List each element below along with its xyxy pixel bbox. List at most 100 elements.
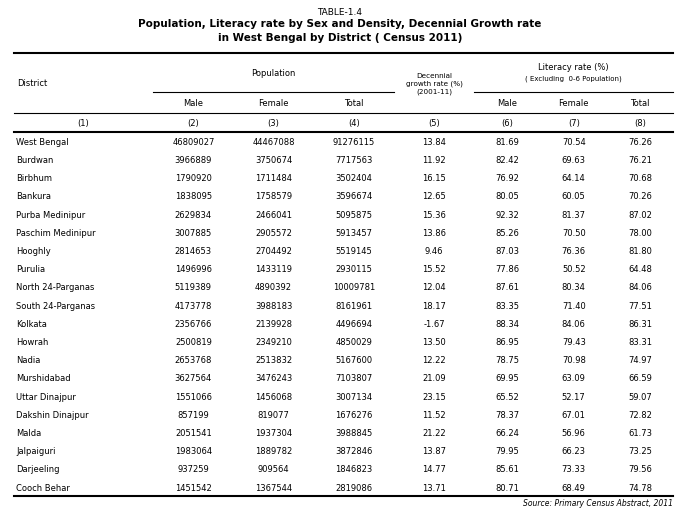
Text: 82.42: 82.42 <box>496 156 520 164</box>
Text: 1451542: 1451542 <box>175 483 211 492</box>
Text: 2466041: 2466041 <box>255 210 292 219</box>
Text: 81.69: 81.69 <box>496 137 520 147</box>
Text: 3502404: 3502404 <box>335 174 373 183</box>
Text: 1758579: 1758579 <box>255 192 292 201</box>
Text: 80.71: 80.71 <box>496 483 520 492</box>
Text: 81.80: 81.80 <box>628 246 652 256</box>
Text: 78.75: 78.75 <box>496 355 520 364</box>
Text: 70.98: 70.98 <box>562 355 585 364</box>
Text: 2905572: 2905572 <box>255 229 292 237</box>
Text: Kolkata: Kolkata <box>16 319 47 328</box>
Text: (2): (2) <box>188 119 199 128</box>
Text: Female: Female <box>558 99 589 108</box>
Text: 5095875: 5095875 <box>335 210 373 219</box>
Text: 3750674: 3750674 <box>255 156 292 164</box>
Text: 9.46: 9.46 <box>425 246 443 256</box>
Text: 68.49: 68.49 <box>562 483 585 492</box>
Text: 79.43: 79.43 <box>562 337 585 346</box>
Text: 3966889: 3966889 <box>175 156 212 164</box>
Text: 23.15: 23.15 <box>422 392 446 401</box>
Text: Purba Medinipur: Purba Medinipur <box>16 210 86 219</box>
Text: 85.26: 85.26 <box>496 229 520 237</box>
Text: 18.17: 18.17 <box>422 301 446 310</box>
Text: Population, Literacy rate by Sex and Density, Decennial Growth rate: Population, Literacy rate by Sex and Den… <box>138 19 542 30</box>
Text: 1433119: 1433119 <box>255 265 292 274</box>
Text: 69.95: 69.95 <box>496 374 520 383</box>
Text: 74.97: 74.97 <box>628 355 652 364</box>
Text: 909564: 909564 <box>258 465 290 473</box>
Text: (3): (3) <box>268 119 279 128</box>
Text: 66.24: 66.24 <box>496 428 520 437</box>
Text: Total: Total <box>344 99 364 108</box>
Text: 78.00: 78.00 <box>628 229 652 237</box>
Text: 2349210: 2349210 <box>255 337 292 346</box>
Text: 66.59: 66.59 <box>628 374 652 383</box>
Text: 87.03: 87.03 <box>496 246 520 256</box>
Text: 21.22: 21.22 <box>422 428 446 437</box>
Text: 66.23: 66.23 <box>562 446 585 456</box>
Text: 13.71: 13.71 <box>422 483 446 492</box>
Text: 2814653: 2814653 <box>175 246 212 256</box>
Text: Cooch Behar: Cooch Behar <box>16 483 70 492</box>
Text: 64.48: 64.48 <box>628 265 652 274</box>
Text: 73.25: 73.25 <box>628 446 652 456</box>
Text: Purulia: Purulia <box>16 265 46 274</box>
Text: Decennial
growth rate (%)
(2001-11): Decennial growth rate (%) (2001-11) <box>406 72 462 95</box>
Text: Literacy rate (%): Literacy rate (%) <box>539 63 609 72</box>
Text: 1496996: 1496996 <box>175 265 212 274</box>
Text: Dakshin Dinajpur: Dakshin Dinajpur <box>16 410 89 419</box>
Text: 80.05: 80.05 <box>496 192 520 201</box>
Text: 2629834: 2629834 <box>175 210 212 219</box>
Text: 72.82: 72.82 <box>628 410 652 419</box>
Text: 14.77: 14.77 <box>422 465 446 473</box>
Text: 5913457: 5913457 <box>335 229 373 237</box>
Text: 69.63: 69.63 <box>562 156 585 164</box>
Text: 2653768: 2653768 <box>175 355 212 364</box>
Text: 13.50: 13.50 <box>422 337 446 346</box>
Text: 10009781: 10009781 <box>333 283 375 292</box>
Text: 80.34: 80.34 <box>562 283 585 292</box>
Text: 13.87: 13.87 <box>422 446 446 456</box>
Text: 76.26: 76.26 <box>628 137 652 147</box>
Text: 12.04: 12.04 <box>422 283 446 292</box>
Text: 15.52: 15.52 <box>422 265 446 274</box>
Text: 59.07: 59.07 <box>628 392 652 401</box>
Text: 8161961: 8161961 <box>335 301 373 310</box>
Text: 16.15: 16.15 <box>422 174 446 183</box>
Text: District: District <box>17 79 47 88</box>
Text: 3476243: 3476243 <box>255 374 292 383</box>
Text: 1790920: 1790920 <box>175 174 211 183</box>
Text: 78.37: 78.37 <box>495 410 520 419</box>
Text: 73.33: 73.33 <box>562 465 585 473</box>
Text: 92.32: 92.32 <box>496 210 520 219</box>
Text: 1846823: 1846823 <box>335 465 373 473</box>
Text: TABLE-1.4: TABLE-1.4 <box>318 8 362 17</box>
Text: 819077: 819077 <box>258 410 290 419</box>
Text: 2513832: 2513832 <box>255 355 292 364</box>
Text: 64.14: 64.14 <box>562 174 585 183</box>
Text: Hooghly: Hooghly <box>16 246 51 256</box>
Text: 44467088: 44467088 <box>252 137 295 147</box>
Text: (7): (7) <box>568 119 579 128</box>
Text: 12.65: 12.65 <box>422 192 446 201</box>
Text: Malda: Malda <box>16 428 41 437</box>
Text: 3596674: 3596674 <box>335 192 373 201</box>
Text: 15.36: 15.36 <box>422 210 446 219</box>
Text: 4173778: 4173778 <box>175 301 212 310</box>
Text: 83.31: 83.31 <box>628 337 652 346</box>
Text: 4890392: 4890392 <box>255 283 292 292</box>
Text: Howrah: Howrah <box>16 337 49 346</box>
Text: 2051541: 2051541 <box>175 428 211 437</box>
Text: Birbhum: Birbhum <box>16 174 52 183</box>
Text: 1456068: 1456068 <box>255 392 292 401</box>
Text: 60.05: 60.05 <box>562 192 585 201</box>
Text: 21.09: 21.09 <box>422 374 446 383</box>
Text: 86.95: 86.95 <box>496 337 520 346</box>
Text: (1): (1) <box>78 119 89 128</box>
Text: 1889782: 1889782 <box>255 446 292 456</box>
Text: 1838095: 1838095 <box>175 192 212 201</box>
Text: (8): (8) <box>634 119 646 128</box>
Text: 84.06: 84.06 <box>562 319 585 328</box>
Text: -1.67: -1.67 <box>424 319 445 328</box>
Text: 2930115: 2930115 <box>335 265 373 274</box>
